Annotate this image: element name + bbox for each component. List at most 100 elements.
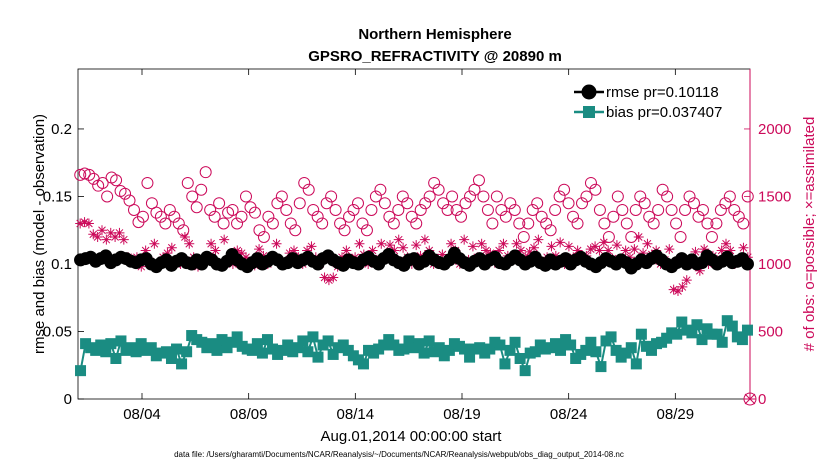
possible-obs-point [119, 187, 132, 200]
assimilated-obs-point [481, 245, 491, 256]
possible-obs-point [96, 176, 109, 189]
possible-obs-point [369, 190, 382, 203]
assimilated-obs-point [367, 245, 378, 256]
possible-obs-point [455, 210, 468, 223]
assimilated-obs-point [302, 245, 313, 256]
assimilated-obs-point [437, 249, 448, 260]
chart-title: Northern Hemisphere [358, 26, 511, 43]
bias-point [110, 352, 122, 364]
possible-obs-point [311, 210, 324, 223]
possible-obs-point [741, 190, 754, 203]
possible-obs-point [701, 217, 714, 230]
assimilated-obs-point [585, 244, 596, 255]
possible-obs-point [481, 203, 494, 216]
possible-obs-point [571, 217, 584, 230]
possible-obs-point [593, 203, 606, 216]
bias-point [423, 335, 435, 347]
bias-point [595, 361, 607, 373]
possible-obs-point [723, 190, 736, 203]
possible-obs-point [580, 190, 593, 203]
assimilated-obs-point [337, 252, 347, 263]
possible-obs-point [352, 197, 364, 210]
possible-obs-point [74, 168, 87, 181]
possible-obs-point [289, 224, 302, 237]
possible-obs-point [343, 210, 356, 223]
possible-obs-point [638, 197, 651, 210]
assimilated-obs-point [611, 240, 622, 251]
possible-obs-point [647, 217, 660, 230]
y-left-axis-ticks: 0 0.05 0.1 0.15 0.2 [43, 121, 84, 408]
possible-obs-point [128, 203, 140, 216]
bias-point [95, 339, 107, 351]
bias-point [206, 338, 218, 350]
possible-obs-point [589, 183, 602, 196]
bias-point [100, 346, 112, 358]
assimilated-obs-point [677, 281, 688, 292]
assimilated-obs-point [105, 227, 116, 238]
possible-obs-point [378, 197, 391, 210]
possible-obs-point [670, 217, 683, 230]
bias-point [519, 365, 531, 377]
bias-point [105, 338, 117, 350]
possible-obs-point [634, 190, 647, 203]
possible-obs-point [584, 176, 597, 189]
right-axis-zero-marker [743, 392, 757, 406]
assimilated-obs-point [210, 245, 221, 256]
assimilated-obs-point [633, 231, 644, 242]
legend-bias-marker [583, 106, 595, 118]
assimilated-obs-point [546, 241, 557, 252]
possible-obs-point [78, 167, 91, 180]
possible-obs-point [423, 190, 436, 203]
x-tick-label: 08/19 [443, 406, 481, 423]
possible-obs-point [280, 203, 293, 216]
bias-point [509, 336, 521, 348]
possible-obs-point [163, 203, 176, 216]
y-right-tick-label: 1000 [758, 256, 791, 273]
assimilated-obs-point [533, 234, 544, 245]
bias-point [160, 346, 172, 358]
bias-point [529, 346, 541, 358]
possible-obs-point [549, 203, 562, 216]
possible-obs-point [307, 203, 320, 216]
series-bias [75, 315, 753, 377]
bias-point [484, 343, 496, 355]
bias-point [494, 339, 506, 351]
possible-obs-point [154, 210, 167, 223]
bias-point [464, 351, 476, 363]
assimilated-obs-point [206, 238, 217, 249]
possible-obs-point [459, 197, 472, 210]
possible-obs-point [316, 217, 329, 230]
possible-obs-point [432, 183, 445, 196]
bias-point [625, 342, 637, 354]
possible-obs-point [347, 203, 360, 216]
bias-point [211, 344, 223, 356]
assimilated-obs-point [319, 272, 330, 283]
assimilated-obs-point [529, 242, 539, 253]
possible-obs-point [136, 210, 149, 223]
assimilated-obs-point [638, 248, 649, 259]
bias-point [696, 334, 708, 346]
possible-obs-point [284, 217, 297, 230]
possible-obs-point [150, 206, 163, 219]
possible-obs-point [266, 217, 279, 230]
assimilated-obs-point [75, 218, 86, 229]
assimilated-obs-point [97, 225, 107, 236]
possible-obs-point [531, 197, 544, 210]
assimilated-obs-point [629, 244, 640, 255]
assimilated-obs-point [664, 244, 675, 255]
bias-point [413, 338, 425, 350]
bias-point [130, 346, 142, 358]
bias-point [418, 347, 430, 359]
assimilated-obs-point [271, 238, 282, 249]
assimilated-obs-point [236, 248, 247, 259]
y-right-label: # of obs: o=possible; ×=assimilated [801, 117, 818, 352]
bias-point [590, 346, 602, 358]
assimilated-obs-point [254, 244, 265, 255]
possible-obs-point [652, 203, 665, 216]
possible-obs-point [602, 230, 615, 243]
bias-point [246, 344, 258, 356]
series-rmse [74, 246, 754, 275]
possible-obs-point [338, 224, 351, 237]
possible-obs-point [450, 203, 463, 216]
